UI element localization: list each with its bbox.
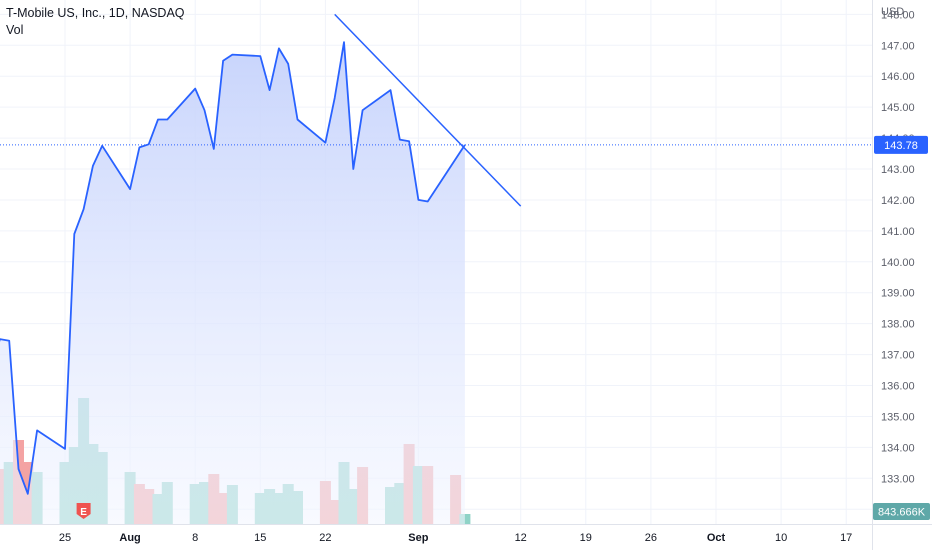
chart-header: T-Mobile US, Inc., 1D, NASDAQ Vol	[6, 6, 185, 37]
last-volume-badge: 843.666K	[873, 503, 930, 520]
y-tick-label: 143.00	[881, 164, 915, 176]
x-tick-label: Aug	[119, 532, 140, 544]
trendline	[334, 13, 522, 207]
y-tick-label: 133.00	[881, 473, 915, 485]
x-tick-label: 25	[59, 532, 71, 544]
price-badge-bg	[874, 135, 928, 154]
x-tick-label: 26	[645, 532, 657, 544]
y-tick-label: 139.00	[881, 288, 915, 300]
y-tick-label: 134.00	[881, 442, 915, 454]
y-tick-label: 137.00	[881, 350, 915, 362]
x-tick-label: Sep	[408, 532, 428, 544]
y-tick-label: 135.00	[881, 411, 915, 423]
price-line	[0, 41, 466, 495]
last-price-badge: 143.78	[874, 135, 928, 154]
y-tick-label: 141.00	[881, 226, 915, 238]
volume-legend-label: Vol	[6, 23, 24, 37]
y-tick-label: 138.00	[881, 319, 915, 331]
volume-badge-label: 843.666K	[878, 507, 926, 519]
y-tick-label: 140.00	[881, 257, 915, 269]
x-tick-label: 19	[580, 532, 592, 544]
y-tick-label: 145.00	[881, 102, 915, 114]
volume-badge-bg	[873, 503, 930, 520]
earnings-icon[interactable]: E	[76, 503, 91, 519]
chart-title: T-Mobile US, Inc., 1D, NASDAQ	[6, 6, 185, 20]
y-tick-label: 142.00	[881, 195, 915, 207]
x-tick-label: 22	[319, 532, 331, 544]
y-tick-label: 136.00	[881, 381, 915, 393]
x-tick-label: 17	[840, 532, 852, 544]
price-area	[0, 42, 465, 524]
y-tick-label: 147.00	[881, 40, 915, 52]
x-tick-label: 12	[515, 532, 527, 544]
x-tick-label: Oct	[707, 532, 726, 544]
y-tick-label: 146.00	[881, 71, 915, 83]
x-tick-label: 8	[192, 532, 198, 544]
y-tick-label: 148.00	[881, 9, 915, 21]
currency-label: USD	[881, 6, 904, 18]
x-tick-label: 10	[775, 532, 787, 544]
x-tick-label: 15	[254, 532, 266, 544]
earnings-icon-glyph: E	[80, 507, 87, 518]
earnings-icon-shape	[76, 503, 91, 519]
price-badge-label: 143.78	[884, 140, 918, 152]
